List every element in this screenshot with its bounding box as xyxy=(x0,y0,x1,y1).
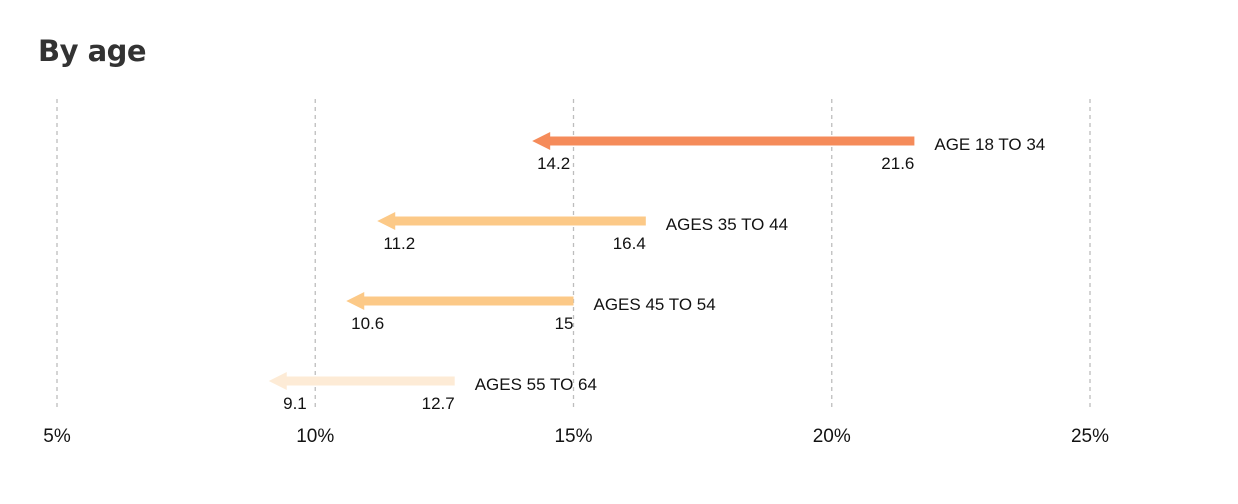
arrow-head xyxy=(268,372,287,390)
x-tick-label: 10% xyxy=(296,426,334,447)
x-tick-label: 20% xyxy=(813,426,851,447)
arrow-row: 12.7 9.1 AGES 55 TO 64 xyxy=(268,372,597,413)
arrow-row: 16.4 11.2 AGES 35 TO 44 xyxy=(377,212,788,253)
to-value-label: 11.2 xyxy=(383,234,415,253)
arrow-shaft xyxy=(394,216,646,226)
gridlines xyxy=(56,99,1091,410)
from-value-label: 21.6 xyxy=(881,154,914,173)
to-value-label: 9.1 xyxy=(283,394,307,413)
x-tick-label: 25% xyxy=(1071,426,1109,447)
arrows: 21.6 14.2 AGE 18 TO 34 16.4 11.2 AGES 35 TO 4… xyxy=(268,132,1045,413)
group-label: AGES 45 TO 54 xyxy=(594,295,716,314)
from-value-label: 16.4 xyxy=(613,234,646,253)
arrow-row: 21.6 14.2 AGE 18 TO 34 xyxy=(532,132,1045,173)
arrow-head xyxy=(377,212,396,230)
arrow-shaft xyxy=(363,296,574,306)
x-tick-label: 5% xyxy=(43,426,71,447)
group-label: AGES 55 TO 64 xyxy=(475,375,597,394)
from-value-label: 15 xyxy=(555,314,574,333)
arrow-shaft xyxy=(549,136,915,146)
group-label: AGE 18 TO 34 xyxy=(934,135,1045,154)
chart-title: By age xyxy=(38,34,147,68)
x-tick-label: 15% xyxy=(554,426,592,447)
from-value-label: 12.7 xyxy=(422,394,455,413)
arrow-shaft xyxy=(285,376,455,386)
to-value-label: 10.6 xyxy=(351,314,384,333)
arrow-head xyxy=(346,292,365,310)
arrow-row: 15 10.6 AGES 45 TO 54 xyxy=(346,292,716,333)
to-value-label: 14.2 xyxy=(537,154,570,173)
arrow-head xyxy=(532,132,551,150)
x-axis-ticks: 5% 10% 15% 20% 25% xyxy=(43,426,1109,447)
group-label: AGES 35 TO 44 xyxy=(666,215,788,234)
